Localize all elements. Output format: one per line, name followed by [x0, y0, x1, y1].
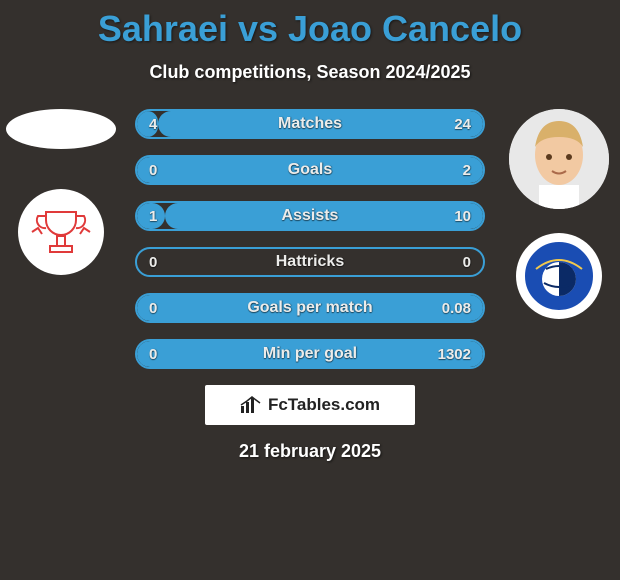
- page-title: Sahraei vs Joao Cancelo: [0, 0, 620, 50]
- page-subtitle: Club competitions, Season 2024/2025: [0, 62, 620, 83]
- face-icon: [509, 109, 609, 209]
- player-right-column: [504, 109, 614, 319]
- trophy-icon: [26, 202, 96, 262]
- stat-name: Goals: [137, 157, 483, 183]
- player-left-column: [6, 109, 116, 275]
- brand-chart-icon: [240, 396, 262, 414]
- brand-badge: FcTables.com: [205, 385, 415, 425]
- stat-value-right: 0: [463, 249, 475, 275]
- stat-row: 0Goals2: [135, 155, 485, 185]
- stats-table: 4Matches240Goals21Assists100Hattricks00G…: [135, 109, 485, 369]
- stat-name: Assists: [137, 203, 483, 229]
- stat-name: Hattricks: [137, 249, 483, 275]
- stat-name: Min per goal: [137, 341, 483, 367]
- club-right-badge: [516, 233, 602, 319]
- stat-row: 0Min per goal1302: [135, 339, 485, 369]
- stat-row: 4Matches24: [135, 109, 485, 139]
- stat-value-right: 0.08: [442, 295, 475, 321]
- shield-ball-icon: [522, 239, 596, 313]
- player-left-avatar-placeholder: [6, 109, 116, 149]
- brand-text: FcTables.com: [268, 395, 380, 415]
- stat-value-right: 24: [454, 111, 475, 137]
- stat-row: 0Hattricks0: [135, 247, 485, 277]
- stat-name: Matches: [137, 111, 483, 137]
- stat-row: 0Goals per match0.08: [135, 293, 485, 323]
- stat-value-right: 1302: [438, 341, 475, 367]
- player-right-avatar: [509, 109, 609, 209]
- comparison-layout: 4Matches240Goals21Assists100Hattricks00G…: [0, 109, 620, 369]
- stat-row: 1Assists10: [135, 201, 485, 231]
- club-left-badge: [18, 189, 104, 275]
- date-label: 21 february 2025: [0, 441, 620, 462]
- stat-value-right: 10: [454, 203, 475, 229]
- stat-name: Goals per match: [137, 295, 483, 321]
- stat-value-right: 2: [463, 157, 475, 183]
